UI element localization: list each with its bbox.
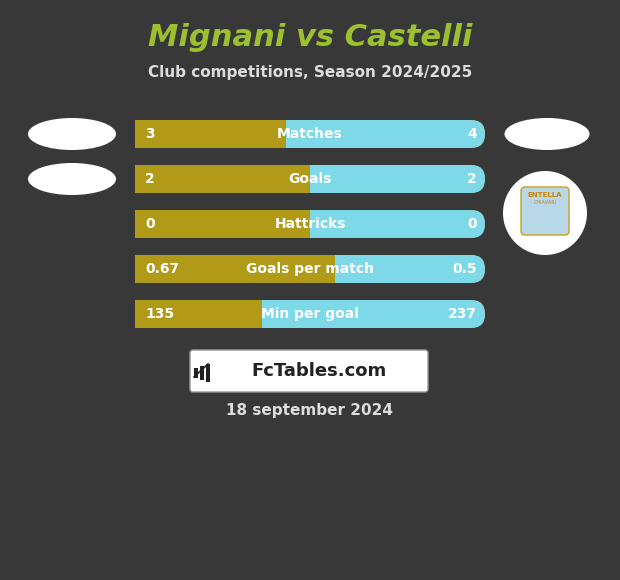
Text: Min per goal: Min per goal [261,307,359,321]
Text: Goals per match: Goals per match [246,262,374,276]
Bar [200,366,204,380]
Ellipse shape [505,118,590,150]
FancyBboxPatch shape [135,255,485,283]
Text: Hattricks: Hattricks [274,217,346,231]
Text: 0: 0 [145,217,154,231]
Text: 3: 3 [145,127,154,141]
Ellipse shape [28,163,116,195]
FancyBboxPatch shape [135,120,485,148]
FancyBboxPatch shape [135,165,485,193]
Bar [135,210,310,238]
Text: Mignani vs Castelli: Mignani vs Castelli [148,24,472,53]
Text: 18 september 2024: 18 september 2024 [226,403,394,418]
Text: 0.5: 0.5 [453,262,477,276]
Text: Goals: Goals [288,172,332,186]
Bar [194,368,198,378]
Bar [135,120,285,148]
FancyBboxPatch shape [190,350,428,392]
Bar [135,300,262,328]
FancyBboxPatch shape [135,255,485,283]
FancyBboxPatch shape [135,210,485,238]
Text: 0: 0 [467,217,477,231]
Bar [135,255,335,283]
Text: 2: 2 [145,172,155,186]
Bar [135,165,310,193]
Text: FcTables.com: FcTables.com [251,362,387,380]
FancyBboxPatch shape [135,300,485,328]
Circle shape [503,171,587,255]
Text: 237: 237 [448,307,477,321]
Text: 2: 2 [467,172,477,186]
Ellipse shape [28,118,116,150]
Text: Club competitions, Season 2024/2025: Club competitions, Season 2024/2025 [148,64,472,79]
FancyBboxPatch shape [135,165,485,193]
Text: 0.67: 0.67 [145,262,179,276]
FancyBboxPatch shape [521,187,569,235]
Text: ENTELLA: ENTELLA [528,192,562,198]
FancyBboxPatch shape [135,300,485,328]
Text: 135: 135 [145,307,174,321]
FancyBboxPatch shape [135,210,485,238]
Bar [206,364,210,382]
FancyBboxPatch shape [135,120,485,148]
Text: CHIAVARI: CHIAVARI [533,201,557,205]
Text: Matches: Matches [277,127,343,141]
Text: 4: 4 [467,127,477,141]
